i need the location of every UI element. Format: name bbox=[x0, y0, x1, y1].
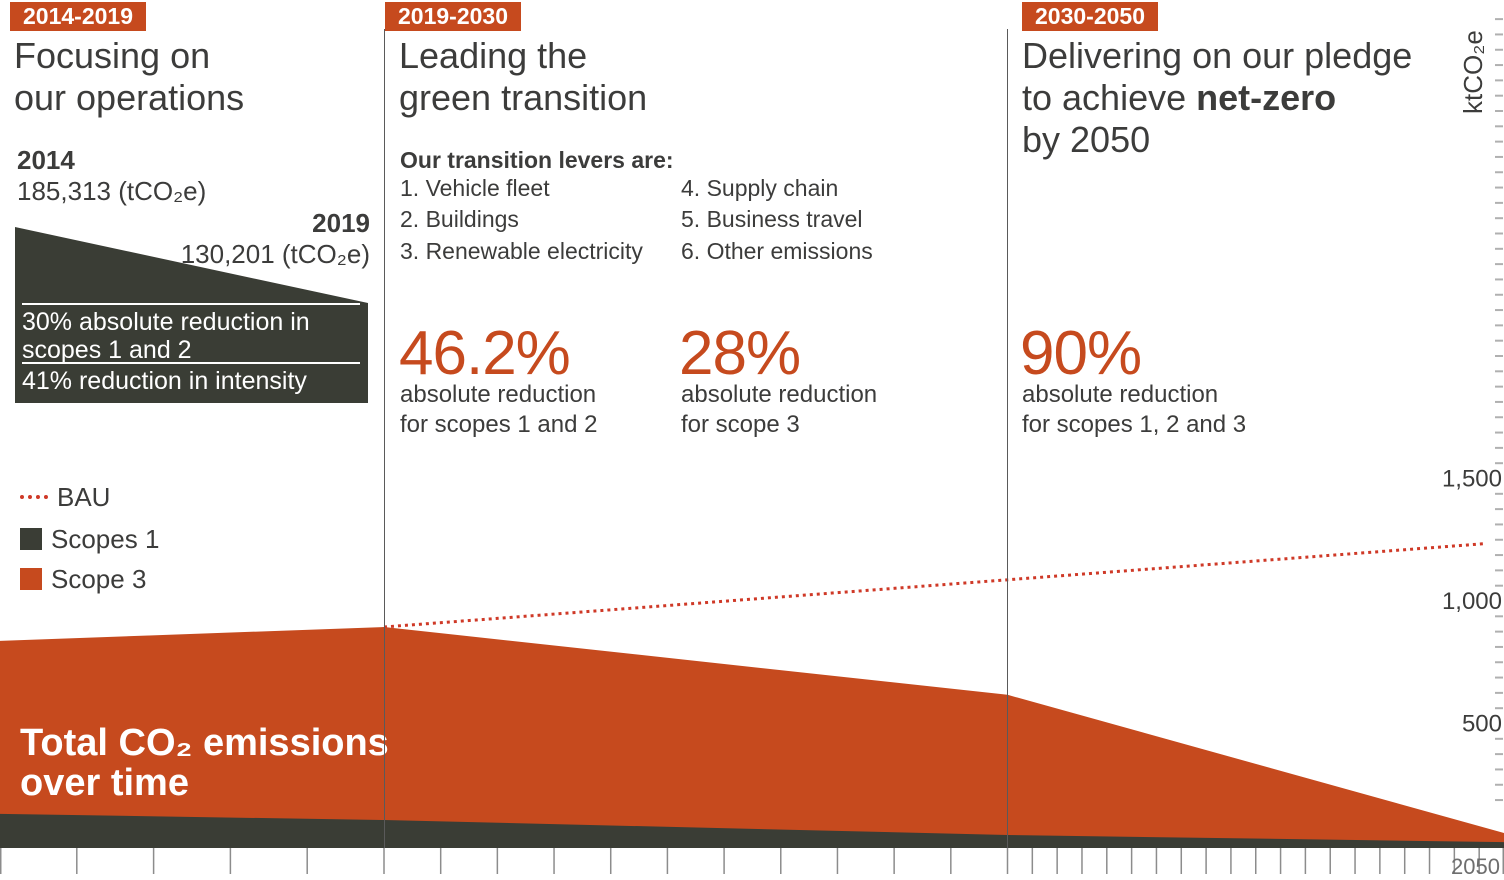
stat-46-2-caption: absolute reduction for scopes 1 and 2 bbox=[400, 381, 598, 439]
legend-item-scopes1: Scopes 1 bbox=[20, 523, 160, 554]
bau-dotted-line bbox=[383, 542, 1484, 629]
stat-28-caption: absolute reduction for scope 3 bbox=[681, 381, 878, 439]
callout-rule-1 bbox=[22, 303, 360, 305]
y-axis-label-1000: 1,000 bbox=[1442, 588, 1502, 615]
chart-overlay-title: Total CO₂ emissions over time bbox=[20, 722, 389, 804]
net-zero-title-prefix: Delivering on our pledge to achieve bbox=[1022, 35, 1413, 119]
period-badge-2030-2050: 2030-2050 bbox=[1022, 2, 1158, 31]
year-2019-label: 2019 bbox=[312, 208, 370, 238]
bau-dotted-line-icon bbox=[20, 495, 48, 499]
year-2019-value: 130,201 (tCO₂e) bbox=[180, 239, 370, 269]
transition-levers-col2: 4. Supply chain 5. Business travel 6. Ot… bbox=[681, 175, 873, 264]
panel-title-green-transition: Leading the green transition bbox=[399, 35, 648, 119]
panel-divider-2 bbox=[1007, 29, 1008, 848]
period-badge-2014-2019: 2014-2019 bbox=[10, 2, 146, 31]
legend-label-scope3: Scope 3 bbox=[51, 563, 147, 594]
period-badge-2019-2030: 2019-2030 bbox=[385, 2, 521, 31]
net-zero-title-bold: net-zero bbox=[1196, 77, 1337, 119]
stat-90-percent: 90% bbox=[1020, 319, 1142, 388]
scope3-swatch-icon bbox=[20, 568, 42, 590]
scope3-area bbox=[0, 627, 1504, 848]
stat-90-caption: absolute reduction for scopes 1, 2 and 3 bbox=[1022, 381, 1247, 439]
transition-levers-heading: Our transition levers are: bbox=[400, 147, 674, 173]
stat-28-percent: 28% bbox=[679, 319, 801, 388]
year-2014-label: 2014 bbox=[17, 145, 75, 175]
legend-label-scopes1: Scopes 1 bbox=[51, 523, 160, 554]
transition-levers-col1: 1. Vehicle fleet 2. Buildings 3. Renewab… bbox=[400, 175, 643, 264]
y-axis-unit-label: ktCO₂e bbox=[1458, 30, 1488, 114]
x-axis-2050-label: 2050 bbox=[1451, 854, 1500, 879]
callout-scopes12-text: 30% absolute reduction in scopes 1 and 2 bbox=[22, 308, 310, 364]
legend-label-bau: BAU bbox=[57, 481, 111, 512]
scopes1-swatch-icon bbox=[20, 528, 42, 550]
panel-title-net-zero: Delivering on our pledge to achieve net-… bbox=[1022, 35, 1412, 161]
x-axis-ticks bbox=[0, 848, 1504, 874]
y-axis-label-1500: 1,500 bbox=[1442, 466, 1502, 493]
stat-46-2-percent: 46.2% bbox=[399, 319, 571, 388]
callout-rule-2 bbox=[22, 362, 360, 364]
panel-title-operations: Focusing on our operations bbox=[14, 35, 245, 119]
callout-intensity-text: 41% reduction in intensity bbox=[22, 367, 307, 395]
legend-item-bau: BAU bbox=[20, 481, 159, 512]
net-zero-title-suffix: by 2050 bbox=[1022, 119, 1151, 161]
scopes1-area bbox=[0, 813, 1504, 848]
chart-legend: BAU Scopes 1 Scope 3 bbox=[20, 481, 160, 594]
y-axis-label-500: 500 bbox=[1462, 711, 1502, 738]
y-axis-ticks bbox=[1495, 18, 1503, 802]
legend-item-scope3: Scope 3 bbox=[20, 563, 159, 594]
panel-divider-1 bbox=[384, 29, 385, 848]
year-2014-value: 185,313 (tCO₂e) bbox=[17, 176, 207, 206]
